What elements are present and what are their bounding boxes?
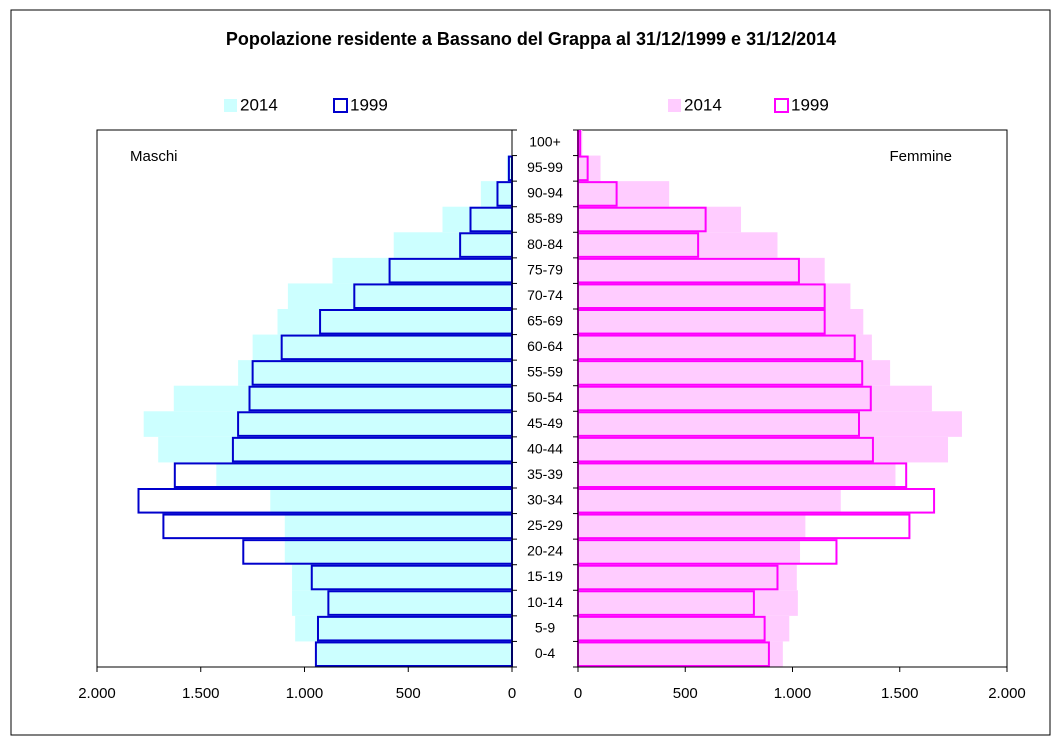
x-tick-label: 1.500 [881, 685, 919, 702]
bar [284, 539, 512, 565]
legend-label: 1999 [350, 95, 388, 114]
bar [578, 385, 932, 412]
bar [442, 206, 512, 233]
bar [578, 283, 851, 309]
x-tick-label: 500 [396, 685, 421, 702]
legend-swatch [774, 98, 789, 113]
bar [578, 155, 601, 182]
legend-swatch [333, 98, 348, 113]
x-tick-label: 0 [574, 685, 582, 702]
category-label: 80-84 [527, 236, 563, 252]
category-label: 10-14 [527, 594, 563, 610]
legend-swatch [224, 99, 237, 112]
category-label: 20-24 [527, 543, 563, 559]
category-label: 95-99 [527, 159, 563, 175]
bar [173, 385, 512, 412]
category-label: 75-79 [527, 261, 563, 277]
legend-label: 2014 [240, 95, 278, 114]
category-label: 70-74 [527, 287, 563, 303]
category-label: 35-39 [527, 466, 563, 482]
panel-label: Femmine [889, 148, 952, 165]
x-tick-label: 2.000 [988, 685, 1026, 702]
category-label: 55-59 [527, 364, 563, 380]
category-label: 100+ [529, 133, 561, 149]
panel-label: Maschi [130, 148, 178, 165]
category-label: 25-29 [527, 517, 563, 533]
bar [158, 436, 512, 463]
category-label: 50-54 [527, 389, 563, 405]
bar [578, 181, 670, 207]
bar [578, 615, 790, 642]
bar [578, 334, 872, 361]
category-label: 90-94 [527, 185, 563, 201]
bar [316, 641, 512, 667]
legend-swatch [668, 99, 681, 112]
legend-label: 1999 [791, 95, 829, 114]
bar [578, 462, 896, 488]
bar [216, 462, 512, 488]
bar [578, 488, 841, 514]
bar [480, 181, 512, 207]
x-tick-label: 500 [673, 685, 698, 702]
x-tick-label: 2.000 [78, 685, 116, 702]
x-tick-label: 1.500 [182, 685, 220, 702]
category-label: 85-89 [527, 210, 563, 226]
category-label: 30-34 [527, 491, 563, 507]
bar [578, 539, 801, 565]
bar [578, 411, 962, 437]
bar [238, 360, 512, 386]
bar [292, 564, 512, 591]
x-tick-label: 0 [508, 685, 516, 702]
bar [578, 436, 949, 463]
bar [578, 513, 806, 540]
bar [284, 513, 512, 540]
bar [578, 641, 783, 667]
bar [295, 615, 512, 642]
legend-label: 2014 [684, 95, 722, 114]
category-label: 5-9 [535, 619, 555, 635]
bar [277, 309, 512, 335]
category-label: 40-44 [527, 440, 563, 456]
category-label: 65-69 [527, 312, 563, 328]
bar [578, 232, 778, 258]
bar [578, 564, 797, 591]
category-label: 60-64 [527, 338, 563, 354]
category-label: 0-4 [535, 645, 555, 661]
category-label: 15-19 [527, 568, 563, 584]
bar [252, 334, 512, 361]
bar [332, 257, 512, 284]
bar [578, 590, 798, 616]
x-tick-label: 1.000 [774, 685, 812, 702]
bar [393, 232, 512, 258]
bar [270, 488, 512, 514]
bar [578, 360, 891, 386]
bar [578, 206, 742, 233]
x-tick-label: 1.000 [286, 685, 324, 702]
bar [287, 283, 512, 309]
bar [578, 309, 864, 335]
bar [292, 590, 512, 616]
bar [143, 411, 512, 437]
chart-title: Popolazione residente a Bassano del Grap… [226, 29, 836, 49]
category-label: 45-49 [527, 415, 563, 431]
bar [578, 257, 825, 284]
